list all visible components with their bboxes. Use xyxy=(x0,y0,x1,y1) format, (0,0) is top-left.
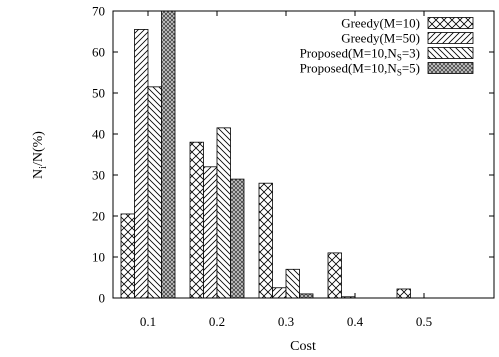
legend-swatch xyxy=(428,33,473,44)
y-tick-label: 40 xyxy=(92,127,105,142)
bar-greedy-m-50--0_2 xyxy=(204,167,218,298)
bar-greedy-m-50--0_1 xyxy=(135,29,149,298)
y-tick-label: 50 xyxy=(92,86,105,101)
bar-greedy-m-50--0_3 xyxy=(273,288,287,298)
bar-proposed-m-10-ns-5--0_2 xyxy=(231,179,245,298)
x-tick-label: 0.1 xyxy=(140,314,156,329)
bar-proposed-m-10-ns-5--0_3 xyxy=(300,294,314,298)
legend-swatch xyxy=(428,63,473,74)
legend-label: Greedy(M=50) xyxy=(341,31,420,46)
legend-swatch xyxy=(428,18,473,29)
y-tick-label: 0 xyxy=(99,291,106,306)
bar-greedy-m-10--0_5 xyxy=(397,289,411,298)
bar-proposed-m-10-ns-3--0_1 xyxy=(148,87,162,298)
x-tick-label: 0.5 xyxy=(416,314,432,329)
legend-label: Greedy(M=10) xyxy=(341,16,420,31)
y-tick-label: 30 xyxy=(92,168,105,183)
x-tick-label: 0.4 xyxy=(347,314,364,329)
bar-proposed-m-10-ns-5--0_1 xyxy=(162,11,176,298)
y-tick-label: 70 xyxy=(92,4,105,19)
x-axis-title: Cost xyxy=(290,339,316,354)
legend: Greedy(M=10)Greedy(M=50) Proposed(M=10,NS… xyxy=(300,16,473,78)
bar-greedy-m-10--0_3 xyxy=(259,183,273,298)
legend-swatch xyxy=(428,48,473,59)
bar-proposed-m-10-ns-3--0_3 xyxy=(286,269,300,298)
bar-greedy-m-10--0_2 xyxy=(190,142,204,298)
x-tick-label: 0.3 xyxy=(278,314,294,329)
y-axis-title: Ni/N(%) xyxy=(31,131,49,179)
y-tick-label: 20 xyxy=(92,209,105,224)
bar-greedy-m-10--0_1 xyxy=(121,214,135,298)
bar-greedy-m-10--0_4 xyxy=(328,253,342,298)
y-tick-label: 60 xyxy=(92,45,105,60)
legend-label: Proposed(M=10,NS=5) xyxy=(300,61,420,78)
x-tick-label: 0.2 xyxy=(209,314,225,329)
y-tick-label: 10 xyxy=(92,250,105,265)
bar-proposed-m-10-ns-3--0_2 xyxy=(217,128,231,298)
